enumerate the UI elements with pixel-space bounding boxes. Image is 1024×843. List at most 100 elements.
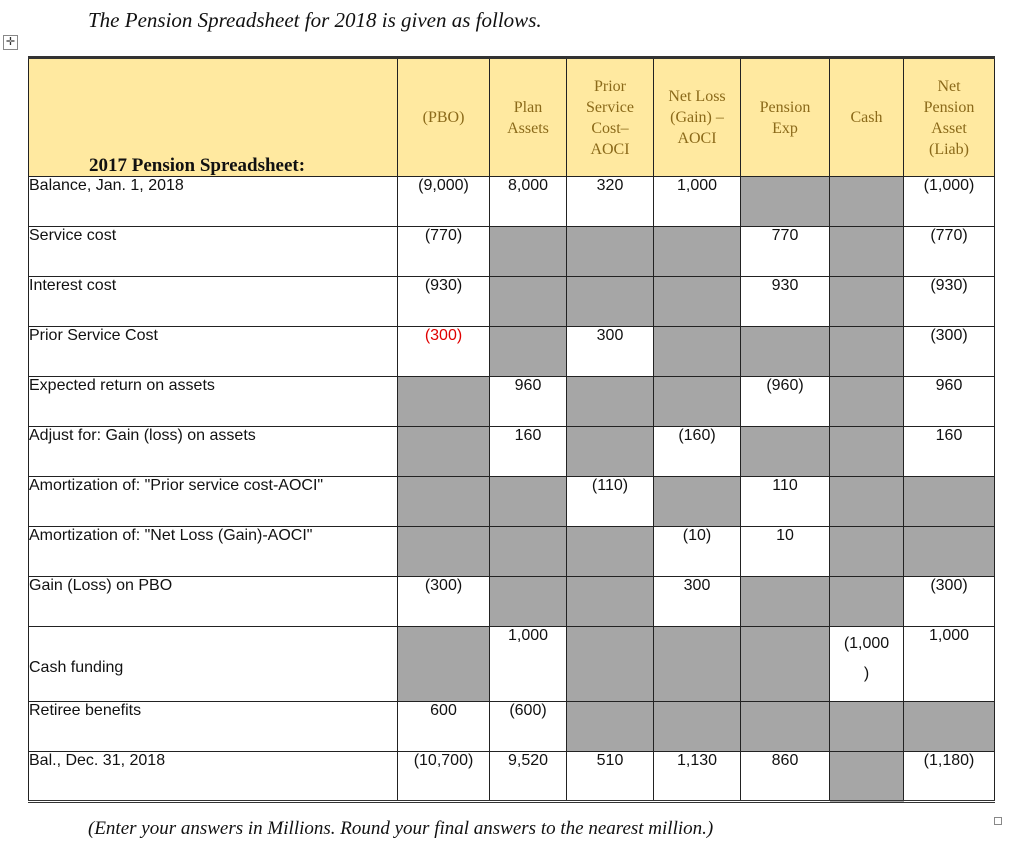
cell-plan-assets: 960 [489, 376, 567, 427]
shaded-cell [740, 176, 830, 227]
shaded-cell [653, 476, 741, 527]
shaded-cell [903, 701, 995, 752]
table-row: Balance, Jan. 1, 2018 (9,000) 8,000 320 1,00… [28, 176, 995, 227]
row-label: Service cost [28, 226, 398, 277]
shaded-cell [653, 626, 741, 702]
cell-pension-exp: (960) [740, 376, 830, 427]
shaded-cell [740, 326, 830, 377]
cell-pension-exp: 10 [740, 526, 830, 577]
shaded-cell [740, 576, 830, 627]
cell-pension-exp: 110 [740, 476, 830, 527]
table-row: Retiree benefits 600 (600) [28, 701, 995, 752]
header-row: 2017 Pension Spreadsheet: (PBO) Plan Ass… [28, 57, 995, 177]
table-row: Amortization of: "Prior service cost-AOC… [28, 476, 995, 527]
shaded-cell [829, 376, 904, 427]
cell-net-pension-asset: (1,000) [903, 176, 995, 227]
cell-net-pension-asset: 960 [903, 376, 995, 427]
cell-plan-assets: 160 [489, 426, 567, 477]
shaded-cell [489, 576, 567, 627]
cell-pbo: (930) [397, 276, 490, 327]
footnote: (Enter your answers in Millions. Round y… [88, 818, 714, 839]
cell-plan-assets: 8,000 [489, 176, 567, 227]
shaded-cell [566, 376, 654, 427]
cell-net-loss-gain: 1,000 [653, 176, 741, 227]
col-cash: Cash [829, 57, 904, 177]
shaded-cell [397, 376, 490, 427]
shaded-cell [653, 226, 741, 277]
col-pbo: (PBO) [397, 57, 490, 177]
shaded-cell [653, 326, 741, 377]
cell-plan-assets: 9,520 [489, 751, 567, 802]
shaded-cell [566, 226, 654, 277]
cell-pension-exp: 930 [740, 276, 830, 327]
shaded-cell [566, 276, 654, 327]
shaded-cell [397, 526, 490, 577]
cell-pbo: (9,000) [397, 176, 490, 227]
shaded-cell [829, 226, 904, 277]
shaded-cell [903, 476, 995, 527]
shaded-cell [829, 751, 904, 802]
row-label: Expected return on assets [28, 376, 398, 427]
cell-net-pension-asset: (1,180) [903, 751, 995, 802]
row-label: Bal., Dec. 31, 2018 [28, 751, 398, 802]
shaded-cell [740, 626, 830, 702]
cell-pbo: (300) [397, 326, 490, 377]
table-row: Gain (Loss) on PBO (300) 300 (300) [28, 576, 995, 627]
shaded-cell [740, 426, 830, 477]
row-label: Gain (Loss) on PBO [28, 576, 398, 627]
shaded-cell [829, 426, 904, 477]
shaded-cell [489, 526, 567, 577]
cell-net-pension-asset: (300) [903, 576, 995, 627]
page-title: The Pension Spreadsheet for 2018 is give… [88, 8, 542, 32]
corner-label: 2017 Pension Spreadsheet: [28, 57, 398, 177]
table-move-handle-icon[interactable]: ✛ [3, 35, 18, 50]
cell-cash: (1,000 ) [829, 626, 904, 702]
shaded-cell [397, 626, 490, 702]
cell-net-pension-asset: (300) [903, 326, 995, 377]
row-label: Prior Service Cost [28, 326, 398, 377]
cell-net-pension-asset: 1,000 [903, 626, 995, 702]
shaded-cell [653, 701, 741, 752]
cell-net-pension-asset: (930) [903, 276, 995, 327]
shaded-cell [397, 426, 490, 477]
row-label: Cash funding [28, 626, 398, 702]
shaded-cell [829, 176, 904, 227]
shaded-cell [489, 476, 567, 527]
cell-plan-assets: (600) [489, 701, 567, 752]
shaded-cell [829, 326, 904, 377]
cell-net-pension-asset: 160 [903, 426, 995, 477]
cell-prior-service-cost: (110) [566, 476, 654, 527]
shaded-cell [903, 526, 995, 577]
table-row: Service cost (770) 770 (770) [28, 226, 995, 277]
table-row: Bal., Dec. 31, 2018 (10,700) 9,520 510 1,130… [28, 751, 995, 802]
row-label: Amortization of: "Net Loss (Gain)-AOCI" [28, 526, 398, 577]
shaded-cell [829, 576, 904, 627]
col-net-loss-gain: Net Loss (Gain) – AOCI [653, 57, 741, 177]
table-row: Prior Service Cost (300) 300 (300) [28, 326, 995, 377]
shaded-cell [740, 701, 830, 752]
shaded-cell [566, 426, 654, 477]
table-resize-handle[interactable] [994, 817, 1002, 825]
shaded-cell [829, 276, 904, 327]
shaded-cell [566, 576, 654, 627]
cell-net-loss-gain: (160) [653, 426, 741, 477]
col-plan-assets: Plan Assets [489, 57, 567, 177]
shaded-cell [653, 376, 741, 427]
cell-pbo: (770) [397, 226, 490, 277]
row-label: Balance, Jan. 1, 2018 [28, 176, 398, 227]
cell-pension-exp: 860 [740, 751, 830, 802]
shaded-cell [829, 701, 904, 752]
row-label: Adjust for: Gain (loss) on assets [28, 426, 398, 477]
cell-net-pension-asset: (770) [903, 226, 995, 277]
cell-net-loss-gain: 1,130 [653, 751, 741, 802]
shaded-cell [566, 626, 654, 702]
shaded-cell [566, 526, 654, 577]
cell-prior-service-cost: 320 [566, 176, 654, 227]
shaded-cell [489, 226, 567, 277]
cell-pbo: (10,700) [397, 751, 490, 802]
shaded-cell [566, 701, 654, 752]
cell-pbo: (300) [397, 576, 490, 627]
cell-pbo: 600 [397, 701, 490, 752]
table-row: Expected return on assets 960 (960) 960 [28, 376, 995, 427]
cell-pension-exp: 770 [740, 226, 830, 277]
